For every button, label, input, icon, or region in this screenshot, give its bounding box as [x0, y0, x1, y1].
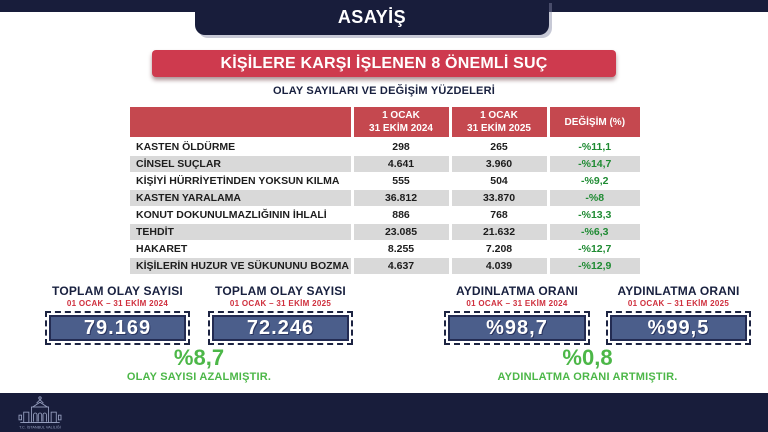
stat-value-box: %98,7: [444, 311, 590, 345]
stat-value-box: 72.246: [208, 311, 353, 345]
value-2024: 298: [350, 137, 450, 155]
stat-title: TOPLAM OLAY SAYISI: [215, 284, 346, 298]
table-row: KASTEN YARALAMA 36.812 33.870 -%8: [130, 188, 640, 206]
table-row: TEHDİT 23.085 21.632 -%6,3: [130, 222, 640, 240]
crime-name: TEHDİT: [130, 222, 352, 240]
header-2024-line1: 1 OCAK: [382, 110, 420, 121]
change-value: -%13,3: [546, 205, 640, 223]
istanbul-governorship-logo: T.C. İSTANBUL VALİLİĞİ: [14, 395, 66, 432]
header-period-2024: 1 OCAK 31 EKİM 2024: [350, 107, 450, 139]
change-value: -%8: [546, 188, 640, 206]
table-header-row: 1 OCAK 31 EKİM 2024 1 OCAK 31 EKİM 2025 …: [130, 107, 640, 139]
table-row: KİŞİLERİN HUZUR VE SÜKUNUNU BOZMA 4.637 …: [130, 256, 640, 274]
crime-name: KASTEN YARALAMA: [130, 188, 352, 206]
stat-value: 72.246: [212, 315, 349, 341]
value-2024: 36.812: [350, 188, 450, 206]
stat-period: 01 OCAK – 31 EKİM 2025: [627, 299, 730, 308]
value-2025: 265: [448, 137, 548, 155]
header-2025-line2: 31 EKİM 2025: [467, 123, 531, 134]
header-2025-line1: 1 OCAK: [480, 110, 518, 121]
change-value: -%12,9: [546, 256, 640, 274]
table-row: HAKARET 8.255 7.208 -%12,7: [130, 239, 640, 257]
value-2024: 4.637: [350, 256, 450, 274]
change-value: -%11,1: [546, 137, 640, 155]
stat-title: AYDINLATMA ORANI: [617, 284, 740, 298]
stat-value: 79.169: [49, 315, 186, 341]
government-building-icon: T.C. İSTANBUL VALİLİĞİ: [18, 396, 62, 429]
value-2025: 4.039: [448, 256, 548, 274]
stat-clearance-2024: AYDINLATMA ORANI 01 OCAK – 31 EKİM 2024 …: [444, 284, 590, 345]
summary-events: %8,7 OLAY SAYISI AZALMIŞTIR.: [25, 345, 373, 384]
slide-title: ASAYİŞ: [337, 7, 407, 27]
crime-name: HAKARET: [130, 239, 352, 257]
value-2025: 504: [448, 171, 548, 189]
summary-clearance: %0,8 AYDINLATMA ORANI ARTMIŞTIR.: [415, 345, 760, 384]
change-value: -%6,3: [546, 222, 640, 240]
crime-name: KİŞİLERİN HUZUR VE SÜKUNUNU BOZMA: [130, 256, 352, 274]
table-row: KONUT DOKUNULMAZLIĞININ İHLALİ 886 768 -…: [130, 205, 640, 223]
value-2025: 768: [448, 205, 548, 223]
summary-label: OLAY SAYISI AZALMIŞTIR.: [126, 371, 272, 383]
summary-label: AYDINLATMA ORANI ARTMIŞTIR.: [497, 371, 678, 383]
summary-value: %8,7: [173, 345, 225, 370]
value-2025: 7.208: [448, 239, 548, 257]
table-row: KİŞİYİ HÜRRİYETİNDEN YOKSUN KILMA 555 50…: [130, 171, 640, 189]
table-row: KASTEN ÖLDÜRME 298 265 -%11,1: [130, 137, 640, 155]
stat-title: TOPLAM OLAY SAYISI: [52, 284, 183, 298]
footer-bar: T.C. İSTANBUL VALİLİĞİ: [0, 393, 768, 432]
value-2024: 4.641: [350, 154, 450, 172]
value-2024: 23.085: [350, 222, 450, 240]
stat-total-2024: TOPLAM OLAY SAYISI 01 OCAK – 31 EKİM 202…: [45, 284, 190, 345]
stat-total-2025: TOPLAM OLAY SAYISI 01 OCAK – 31 EKİM 202…: [208, 284, 353, 345]
header-change: DEĞİŞİM (%): [546, 107, 640, 139]
stat-clearance-2025: AYDINLATMA ORANI 01 OCAK – 31 EKİM 2025 …: [606, 284, 751, 345]
crime-name: CİNSEL SUÇLAR: [130, 154, 352, 172]
crime-name: KASTEN ÖLDÜRME: [130, 137, 352, 155]
change-value: -%12,7: [546, 239, 640, 257]
banner: KİŞİLERE KARŞI İŞLENEN 8 ÖNEMLİ SUÇ: [152, 50, 616, 77]
stat-value: %99,5: [610, 315, 747, 341]
table-row: CİNSEL SUÇLAR 4.641 3.960 -%14,7: [130, 154, 640, 172]
value-2024: 886: [350, 205, 450, 223]
value-2025: 21.632: [448, 222, 548, 240]
slide-title-box: ASAYİŞ: [195, 0, 549, 35]
stat-value: %98,7: [448, 315, 586, 341]
summary-value: %0,8: [562, 345, 613, 370]
value-2024: 8.255: [350, 239, 450, 257]
header-2024-line2: 31 EKİM 2024: [369, 123, 433, 134]
stat-value-box: 79.169: [45, 311, 190, 345]
stat-title: AYDINLATMA ORANI: [455, 284, 579, 298]
crime-name: KONUT DOKUNULMAZLIĞININ İHLALİ: [130, 205, 352, 223]
crime-name: KİŞİYİ HÜRRİYETİNDEN YOKSUN KILMA: [130, 171, 352, 189]
value-2025: 33.870: [448, 188, 548, 206]
value-2025: 3.960: [448, 154, 548, 172]
change-value: -%9,2: [546, 171, 640, 189]
value-2024: 555: [350, 171, 450, 189]
crime-table: 1 OCAK 31 EKİM 2024 1 OCAK 31 EKİM 2025 …: [130, 107, 640, 274]
banner-text: KİŞİLERE KARŞI İŞLENEN 8 ÖNEMLİ SUÇ: [220, 54, 548, 72]
subtitle: OLAY SAYILARI VE DEĞİŞİM YÜZDELERİ: [273, 85, 495, 97]
logo-caption: T.C. İSTANBUL VALİLİĞİ: [19, 424, 61, 429]
header-crime-type: [130, 107, 352, 139]
stat-period: 01 OCAK – 31 EKİM 2025: [229, 299, 332, 308]
stat-value-box: %99,5: [606, 311, 751, 345]
header-period-2025: 1 OCAK 31 EKİM 2025: [448, 107, 548, 139]
stat-period: 01 OCAK – 31 EKİM 2024: [466, 299, 568, 308]
change-value: -%14,7: [546, 154, 640, 172]
stat-period: 01 OCAK – 31 EKİM 2024: [66, 299, 169, 308]
